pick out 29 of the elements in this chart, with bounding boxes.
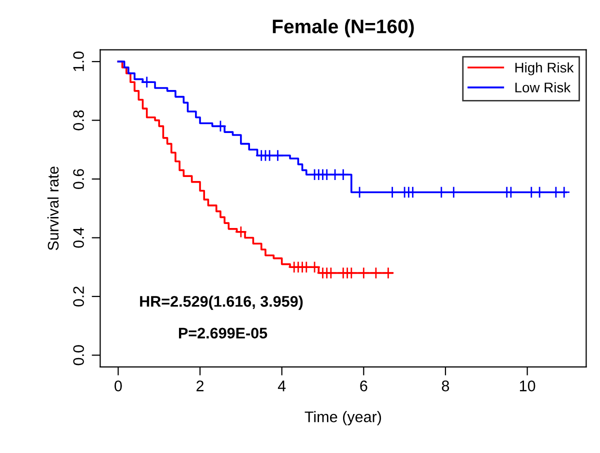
y-axis-title: Survival rate	[47, 166, 59, 250]
x-tick-label: 0	[114, 380, 122, 392]
y-tick-label: 0.8	[73, 110, 84, 130]
point	[382, 266, 394, 280]
point	[370, 266, 382, 280]
point	[234, 226, 247, 238]
x-tick-label: 4	[278, 380, 286, 392]
x-tick-label: 10	[520, 380, 536, 392]
x-tick-label: 6	[360, 380, 368, 392]
y-tick-label: 0.0	[73, 345, 84, 366]
point	[337, 168, 350, 181]
y-tick-label: 1.0	[73, 52, 84, 72]
point	[140, 76, 153, 88]
legend-label: Low Risk	[515, 82, 571, 92]
x-axis-title: Time (year)	[304, 411, 382, 426]
y-tick-label: 0.2	[73, 286, 84, 306]
legend-label: High Risk	[515, 62, 574, 76]
x-tick-label: 2	[196, 380, 204, 392]
annotation: P=2.699E-05	[178, 328, 268, 339]
point	[345, 266, 358, 280]
x-tick-label: 8	[442, 380, 450, 392]
point	[272, 149, 284, 162]
point	[308, 261, 321, 274]
point	[324, 266, 337, 280]
chart-title: Female (N=160)	[272, 19, 414, 38]
annotation: HR=2.529(1.616, 3.959)	[140, 296, 303, 310]
y-tick-label: 0.4	[73, 228, 84, 248]
point	[358, 266, 370, 280]
y-tick-label: 0.6	[73, 169, 84, 190]
